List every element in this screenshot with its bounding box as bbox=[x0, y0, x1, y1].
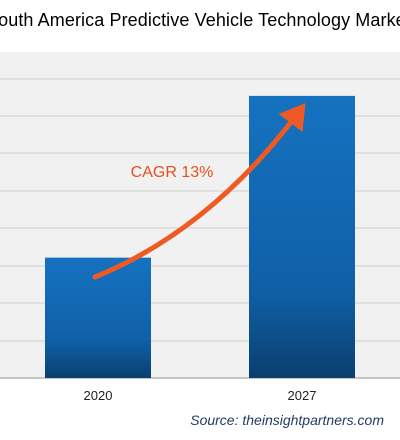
bars bbox=[45, 95, 355, 378]
x-tick-labels: 2020 2027 bbox=[84, 388, 317, 403]
source-note: Source: theinsightpartners.com bbox=[190, 412, 384, 428]
chart-title: South America Predictive Vehicle Technol… bbox=[0, 10, 400, 30]
x-tick-label-2027: 2027 bbox=[288, 388, 317, 403]
cagr-label: CAGR 13% bbox=[131, 164, 214, 181]
x-tick-label-2020: 2020 bbox=[84, 388, 113, 403]
bar-2027 bbox=[249, 95, 355, 378]
cagr-arrow bbox=[92, 103, 306, 280]
